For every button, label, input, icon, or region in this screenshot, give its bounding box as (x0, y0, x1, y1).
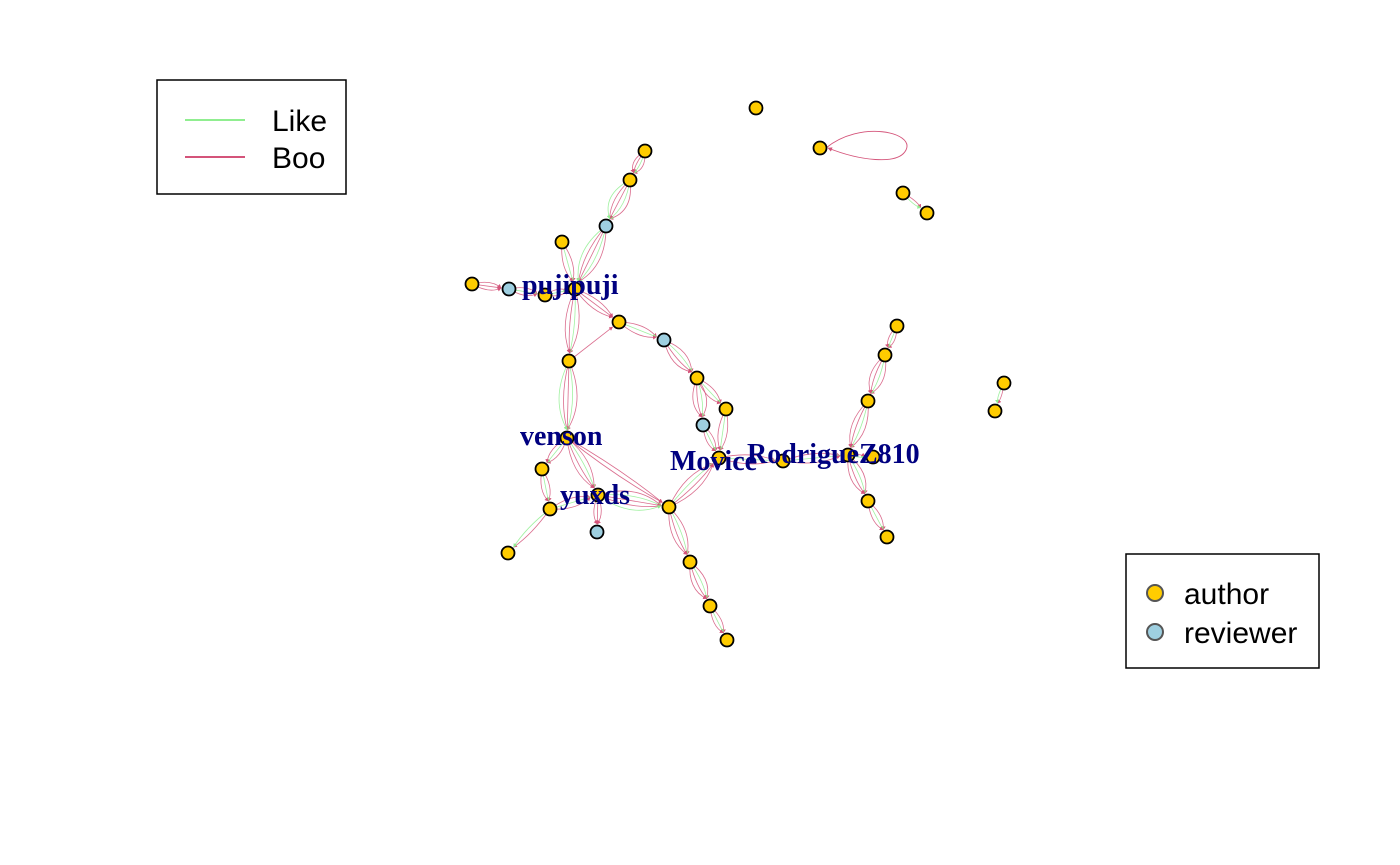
legend-author-dot (1146, 584, 1164, 602)
node-label-movice: Movice (670, 446, 757, 477)
node-label-yuxds: yuxds (560, 480, 630, 511)
author-node-n30 (775, 453, 791, 469)
edge-boo-128 (566, 437, 663, 503)
edge-boo-91 (668, 506, 688, 555)
edge-legend: Like Boo (156, 79, 347, 195)
reviewer-node-n18 (695, 417, 711, 433)
edge-legend-box (156, 79, 347, 195)
node-legend: author reviewer (1125, 553, 1320, 669)
author-node-n27 (682, 554, 698, 570)
author-node-n3 (895, 185, 911, 201)
edge-like-68 (513, 508, 551, 548)
author-node-n26 (661, 499, 677, 515)
edge-boo-35 (568, 326, 614, 362)
legend-like-label: Like (272, 105, 327, 138)
edge-boo-self-loop (825, 130, 908, 161)
author-node-n38 (996, 375, 1012, 391)
edge-boo-58 (565, 360, 570, 431)
node-layer (464, 100, 1012, 648)
author-node-n11 (537, 287, 553, 303)
author-node-n22 (542, 501, 558, 517)
author-node-n24 (590, 487, 606, 503)
author-node-n1 (748, 100, 764, 116)
author-node-n36 (860, 493, 876, 509)
author-node-n21 (534, 461, 550, 477)
reviewer-node-n7 (598, 218, 614, 234)
author-node-n31 (840, 447, 856, 463)
legend-boo-label: Boo (272, 142, 325, 175)
author-node-n2 (812, 140, 828, 156)
author-node-n5 (637, 143, 653, 159)
legend-author-label: author (1184, 578, 1269, 611)
node-label-pujipuji: pujipuji (522, 270, 619, 301)
edge-boo-90 (668, 506, 688, 555)
author-node-n9 (464, 276, 480, 292)
node-label-venson: venson (520, 421, 603, 452)
author-node-n17 (718, 401, 734, 417)
label-layer: pujipuji venson yuxds Movice RodrigueZ81… (520, 270, 920, 511)
edge-like-89 (668, 506, 689, 555)
edge-boo-56 (566, 360, 578, 431)
node-label-rodriguez: RodrigueZ810 (747, 439, 920, 470)
reviewer-node-n14 (656, 332, 672, 348)
author-node-n23 (500, 545, 516, 561)
author-node-n12 (567, 281, 583, 297)
author-node-n28 (702, 598, 718, 614)
author-node-n20 (559, 430, 575, 446)
author-node-n39 (987, 403, 1003, 419)
edge-boo-127 (566, 437, 663, 503)
author-node-n13 (611, 314, 627, 330)
reviewer-node-n10 (501, 281, 517, 297)
author-node-n19 (711, 450, 727, 466)
author-node-n15 (561, 353, 577, 369)
edge-boo-88 (668, 506, 690, 555)
edge-like-60 (558, 360, 570, 431)
author-node-n35 (889, 318, 905, 334)
author-node-n33 (860, 393, 876, 409)
author-node-n6 (622, 172, 638, 188)
author-node-n29 (719, 632, 735, 648)
reviewer-node-n25 (589, 524, 605, 540)
author-node-n37 (879, 529, 895, 545)
author-node-n16 (689, 370, 705, 386)
node-legend-box (1125, 553, 1320, 669)
author-node-n32 (865, 449, 881, 465)
edge-boo-67 (513, 508, 551, 548)
legend-reviewer-dot (1146, 623, 1164, 641)
author-node-n4 (919, 205, 935, 221)
author-node-n8 (554, 234, 570, 250)
author-node-n34 (877, 347, 893, 363)
legend-reviewer-label: reviewer (1184, 617, 1297, 650)
